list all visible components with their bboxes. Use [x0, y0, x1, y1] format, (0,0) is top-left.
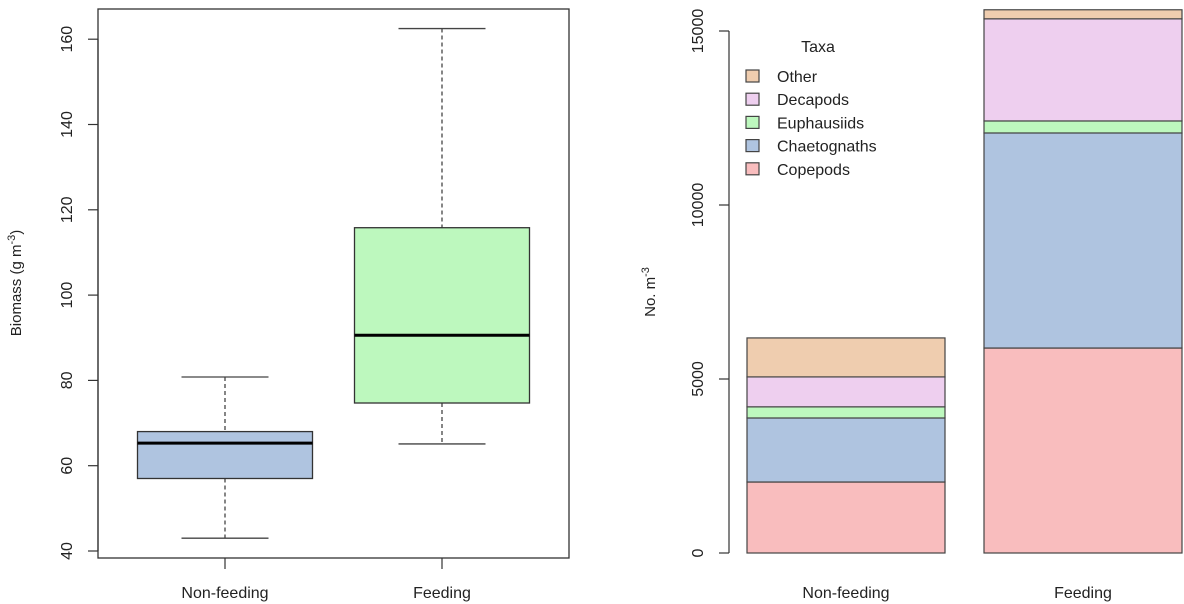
bar-feeding [983, 9, 1183, 554]
left-y-axis-label: Biomass (g m-3) [6, 230, 25, 336]
taxa-stacked-bar: 0 5000 10000 15000 Non-feeding Feeding Taxa O… [640, 9, 1183, 602]
left-x-axis: Non-feeding Feeding [181, 558, 471, 602]
segment-decapods [746, 376, 946, 408]
segment-euphausiids [983, 120, 1183, 134]
biomass-boxplot: 40 60 80 100 120 140 160 Non-feeding Feeding Bi… [6, 8, 570, 602]
segment-chaetognaths [746, 417, 946, 483]
legend-label: Chaetognaths [777, 139, 877, 156]
y-tick-label: 80 [59, 371, 76, 389]
legend-swatch [745, 92, 760, 106]
legend-label: Euphausiids [777, 115, 864, 132]
y-tick-label: 0 [690, 548, 707, 557]
segment-other [746, 337, 946, 378]
boxes [136, 27, 531, 539]
iqr-box [136, 430, 314, 480]
x-tick-label: Feeding [413, 585, 471, 602]
left-y-axis: 40 60 80 100 120 140 160 [59, 26, 99, 560]
y-tick-label: 40 [59, 542, 76, 560]
legend-item: Other [745, 69, 818, 86]
legend-item: Copepods [745, 162, 850, 179]
legend-item: Decapods [745, 92, 849, 109]
right-y-axis: 0 5000 10000 15000 [690, 9, 730, 557]
segment-decapods [983, 18, 1183, 122]
y-tick-label: 100 [59, 282, 76, 309]
stacked-bars [746, 9, 1183, 554]
right-x-axis: Non-feeding Feeding [802, 585, 1112, 602]
bar-non-feeding [746, 337, 946, 554]
legend-item: Euphausiids [745, 115, 864, 132]
y-tick-label: 10000 [690, 183, 707, 228]
y-tick-label: 160 [59, 26, 76, 53]
y-tick-label: 120 [59, 196, 76, 223]
segment-chaetognaths [983, 132, 1183, 349]
x-category-label: Non-feeding [802, 585, 889, 602]
segment-copepods [746, 481, 946, 554]
y-tick-label: 15000 [690, 9, 707, 54]
legend-label: Decapods [777, 92, 849, 109]
box-feeding [353, 27, 531, 445]
legend-swatch [745, 162, 760, 176]
x-category-label: Feeding [1054, 585, 1112, 602]
segment-euphausiids [746, 406, 946, 419]
legend-label: Copepods [777, 162, 850, 179]
segment-copepods [983, 347, 1183, 554]
legend-swatch [745, 69, 760, 83]
iqr-box [353, 227, 531, 404]
right-y-axis-label: No. m-3 [640, 267, 659, 317]
legend-swatch [745, 139, 760, 153]
y-tick-label: 140 [59, 111, 76, 138]
legend: Taxa Other Decapods Euphausiids Chaetognaths… [745, 39, 877, 179]
box-non-feeding [136, 376, 314, 539]
legend-item: Chaetognaths [745, 139, 877, 156]
x-tick-label: Non-feeding [181, 585, 268, 602]
y-tick-label: 5000 [690, 361, 707, 397]
legend-title: Taxa [801, 39, 835, 56]
segment-other [983, 9, 1183, 20]
y-tick-label: 60 [59, 457, 76, 475]
legend-label: Other [777, 69, 818, 86]
legend-swatch [745, 115, 760, 130]
